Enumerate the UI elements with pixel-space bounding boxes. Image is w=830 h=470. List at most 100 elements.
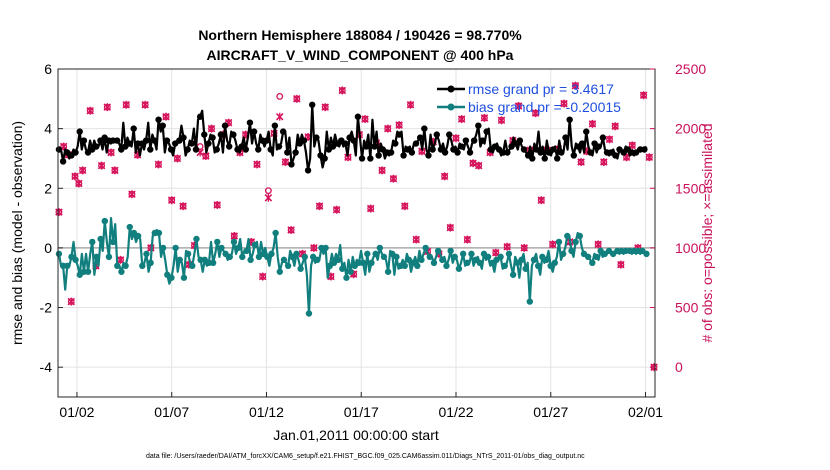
bias-point (64, 262, 71, 269)
obs-assimilated-point (207, 124, 216, 133)
rmse-point (205, 140, 212, 147)
rmse-point (578, 140, 586, 147)
obs-assimilated-point (332, 205, 341, 214)
data-file-footer: data file: /Users/raeder/DAI/ATM_forcXX/… (146, 453, 585, 460)
bias-point (322, 244, 329, 252)
obs-assimilated-point (361, 115, 369, 124)
rmse-point (363, 143, 370, 150)
rmse-point (180, 134, 187, 141)
obs-assimilated-point (107, 148, 115, 157)
bias-point (305, 310, 313, 317)
obs-assimilated-point (611, 122, 619, 131)
obs-assimilated-point (492, 248, 500, 257)
rmse-point (151, 137, 158, 144)
bias-point (589, 259, 596, 267)
obs-assimilated-point (338, 86, 347, 95)
rmse-point (392, 140, 399, 147)
obs-possible-point (276, 92, 284, 100)
bias-point (384, 268, 392, 275)
bias-point (118, 268, 125, 275)
bias-point (439, 256, 446, 264)
bias-point (551, 259, 559, 267)
bias-point (72, 256, 79, 264)
obs-assimilated-point (71, 172, 79, 181)
obs-assimilated-point (366, 204, 375, 213)
rmse-point (93, 143, 100, 150)
obs-assimilated-point (116, 255, 125, 264)
bias-point (368, 259, 375, 267)
x-tick-label: 01/07 (154, 404, 189, 420)
bias-point (464, 259, 471, 267)
rmse-point (371, 143, 378, 150)
bias-point (359, 259, 367, 267)
rmse-point (271, 122, 279, 129)
rmse-point (342, 140, 349, 147)
rmse-point (209, 134, 216, 141)
bias-point (530, 256, 538, 264)
bias-point (522, 265, 529, 272)
obs-assimilated-point (600, 158, 608, 167)
obs-assimilated-point (281, 158, 290, 167)
bias-point (301, 253, 308, 261)
rmse-point (155, 116, 162, 123)
bias-series (55, 216, 650, 317)
rmse-point (350, 137, 357, 144)
rmse-point (421, 125, 428, 132)
obs-assimilated-point (111, 166, 119, 175)
rmse-series (55, 101, 648, 174)
obs-assimilated-point (401, 202, 409, 211)
bias-point (143, 250, 150, 258)
bias-point (147, 259, 154, 267)
bias-point (122, 262, 129, 269)
obs-assimilated-point (179, 202, 187, 211)
rmse-point (458, 143, 465, 150)
y-tick-label: -2 (40, 300, 53, 316)
obs-assimilated-point (617, 260, 625, 269)
rmse-point (250, 128, 258, 135)
rmse-point (246, 119, 254, 126)
rmse-point (537, 149, 544, 156)
obs-assimilated-point (230, 231, 239, 240)
rmse-point (221, 122, 229, 129)
obs-assimilated-point (605, 135, 614, 144)
obs-assimilated-point (378, 166, 386, 175)
y-tick-label: 2 (44, 180, 52, 196)
bias-point (501, 262, 508, 269)
rmse-point (263, 137, 270, 144)
obs-assimilated-point (395, 121, 403, 130)
rmse-point (113, 137, 121, 144)
obs-assimilated-point (560, 99, 568, 108)
rmse-point (126, 140, 133, 147)
obs-assimilated-point (67, 297, 76, 306)
obs-assimilated-point (315, 202, 324, 211)
x-axis-ticks: 01/02 01/07 01/12 01/17 01/22 01/27 02/01 (59, 392, 663, 420)
rmse-point (462, 137, 470, 144)
rmse-point (375, 152, 382, 159)
bias-point (134, 232, 142, 240)
rmse-point (163, 137, 171, 144)
bias-point (343, 274, 350, 281)
rmse-point (321, 155, 328, 162)
bias-point (247, 256, 254, 264)
bias-point (568, 247, 575, 255)
legend: rmse grand pr = 3.4617 bias grand pr = -… (437, 81, 621, 115)
x-tick-label: 01/17 (344, 404, 379, 420)
rmse-point (159, 122, 166, 129)
rmse-point (396, 131, 403, 138)
rmse-point (275, 143, 283, 150)
bias-point (93, 253, 100, 261)
rmse-point (367, 155, 374, 162)
obs-assimilated-point (457, 115, 466, 124)
obs-assimilated-point (440, 172, 449, 181)
rmse-point (142, 137, 150, 144)
x-tick-label: 02/01 (628, 404, 663, 420)
rmse-point (446, 131, 453, 138)
rmse-point (225, 143, 233, 150)
obs-assimilated-point (531, 109, 540, 118)
y-tick-label: 0 (44, 240, 52, 256)
bias-point (443, 262, 450, 269)
obs-assimilated-point (154, 160, 163, 169)
obs-assimilated-point (406, 100, 415, 109)
obs-assimilated-point (103, 103, 112, 112)
